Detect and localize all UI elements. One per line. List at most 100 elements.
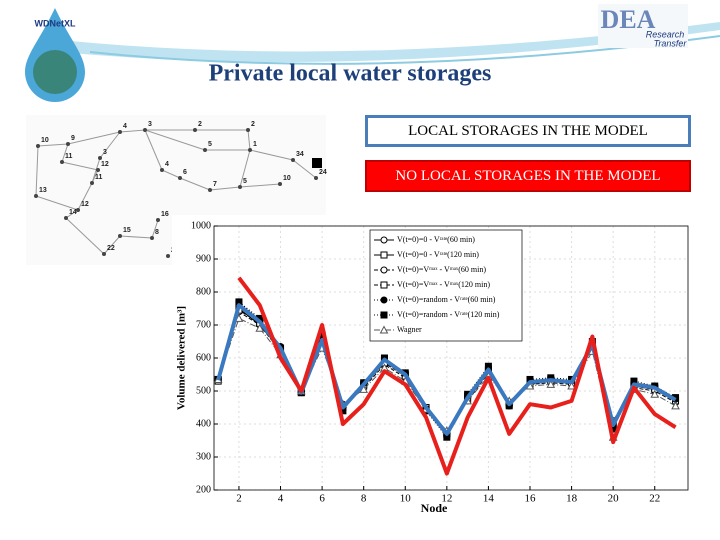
- legend-label: V(t=0)=0 - Vʳᵃᵗᵉ(60 min): [397, 235, 475, 244]
- point: [567, 381, 576, 390]
- network-node: [208, 188, 212, 192]
- logo-text: DEA: [601, 5, 656, 34]
- legend-box: LOCAL STORAGES IN THE MODEL: [365, 115, 691, 147]
- network-label: 7: [213, 181, 217, 188]
- legend-marker: [380, 296, 388, 304]
- network-label: 9: [71, 135, 75, 142]
- network-label: 12: [101, 161, 109, 168]
- network-node: [278, 182, 282, 186]
- point: [671, 401, 680, 410]
- network-node: [166, 254, 170, 258]
- reservoir: [312, 158, 322, 168]
- network-edge: [67, 131, 121, 145]
- x-tick-label: 2: [236, 493, 242, 505]
- swoosh: [60, 22, 720, 63]
- network-node: [150, 236, 154, 240]
- x-tick-label: 10: [400, 493, 412, 505]
- x-tick-label: 4: [278, 493, 284, 505]
- legend-label: V(t=0)=random - Vʳᵃᵗᵉ(60 min): [397, 295, 496, 304]
- legend-label: V(t=0)=0 - Vʳᵃᵗᵉ(120 min): [397, 250, 479, 259]
- legend: [369, 229, 523, 342]
- network-edge: [77, 182, 93, 211]
- network-node: [156, 218, 160, 222]
- network-edge: [161, 169, 181, 179]
- network-edge: [35, 195, 79, 211]
- y-tick-label: 400: [196, 418, 211, 429]
- network-edge: [37, 143, 69, 147]
- network: 1094322513424113121113121446751016815222: [34, 121, 327, 258]
- network-label: 15: [123, 227, 131, 234]
- network-label: 6: [183, 169, 187, 176]
- network-node: [90, 181, 94, 185]
- network-edge: [144, 129, 206, 151]
- y-tick-label: 1000: [191, 220, 211, 231]
- network-label: 4: [123, 123, 127, 130]
- legend-marker: [379, 325, 389, 334]
- network-label: 5: [243, 178, 247, 185]
- legend-label: Wagner: [397, 325, 422, 334]
- network-edge: [247, 129, 251, 151]
- legend-label: V(t=0)=Vᵐᵃˣ - Vᵐᵃˣ(120 min): [397, 280, 490, 289]
- network-node: [66, 142, 70, 146]
- x-axis-label: Node: [421, 501, 448, 515]
- network-label: 1: [253, 141, 257, 148]
- series-line: [237, 276, 677, 476]
- network-edge: [239, 149, 251, 188]
- network-label: 2: [251, 121, 255, 128]
- x-tick-label: 20: [608, 493, 620, 505]
- network-node: [64, 216, 68, 220]
- dea-logo: [598, 4, 688, 48]
- legend-label: LOCAL STORAGES IN THE MODEL: [408, 122, 648, 139]
- network-label: 10: [41, 137, 49, 144]
- network-label: 3: [148, 121, 152, 128]
- legend-marker: [380, 281, 388, 289]
- network-label: 2: [198, 121, 202, 128]
- network-edge: [119, 129, 146, 133]
- network-edge: [65, 209, 79, 219]
- y-tick-label: 500: [196, 385, 211, 396]
- network-node: [160, 168, 164, 172]
- network-label: 5: [208, 141, 212, 148]
- network-label: 10: [283, 175, 291, 182]
- network-edge: [144, 129, 163, 171]
- network-edge: [61, 161, 99, 171]
- legend-marker: [380, 251, 388, 259]
- network-edge: [209, 186, 241, 191]
- network-label: 12: [81, 201, 89, 208]
- network-node: [178, 176, 182, 180]
- network-edge: [239, 183, 281, 188]
- legend-marker: [380, 236, 388, 244]
- network-label: 24: [319, 169, 327, 176]
- network-edge: [151, 219, 159, 239]
- network-label: 8: [155, 229, 159, 236]
- point: [650, 389, 660, 398]
- network-node: [143, 128, 147, 132]
- network-edge: [179, 177, 211, 191]
- network-node: [118, 234, 122, 238]
- y-axis-label: Volume delivered [m³]: [176, 306, 188, 410]
- network-node: [238, 185, 242, 189]
- network-label: 4: [165, 161, 169, 168]
- y-tick-label: 200: [196, 484, 211, 495]
- x-tick-label: 18: [566, 493, 578, 505]
- network-edge: [61, 143, 69, 163]
- logo-text: Transfer: [654, 38, 688, 48]
- y-tick-label: 300: [196, 451, 211, 462]
- legend-label: V(t=0)=Vᵐᵃˣ - Vᵐᵃˣ(60 min): [397, 265, 486, 274]
- legend-box: NO LOCAL STORAGES IN THE MODEL: [365, 160, 691, 192]
- y-tick-label: 600: [196, 352, 211, 363]
- network-label: 16: [161, 211, 169, 218]
- network-label: 22: [107, 245, 115, 252]
- network-edge: [65, 217, 105, 255]
- network-edge: [103, 235, 121, 255]
- logo-text: WDNetXL: [35, 18, 76, 28]
- legend-label: V(t=0)=random - Vʳᵃᵗᵉ(120 min): [397, 310, 500, 319]
- network-edge: [292, 159, 317, 179]
- globe: [33, 50, 77, 94]
- network-node: [76, 208, 80, 212]
- y-tick-label: 700: [196, 319, 211, 330]
- x-tick-label: 8: [361, 493, 367, 505]
- network-node: [96, 168, 100, 172]
